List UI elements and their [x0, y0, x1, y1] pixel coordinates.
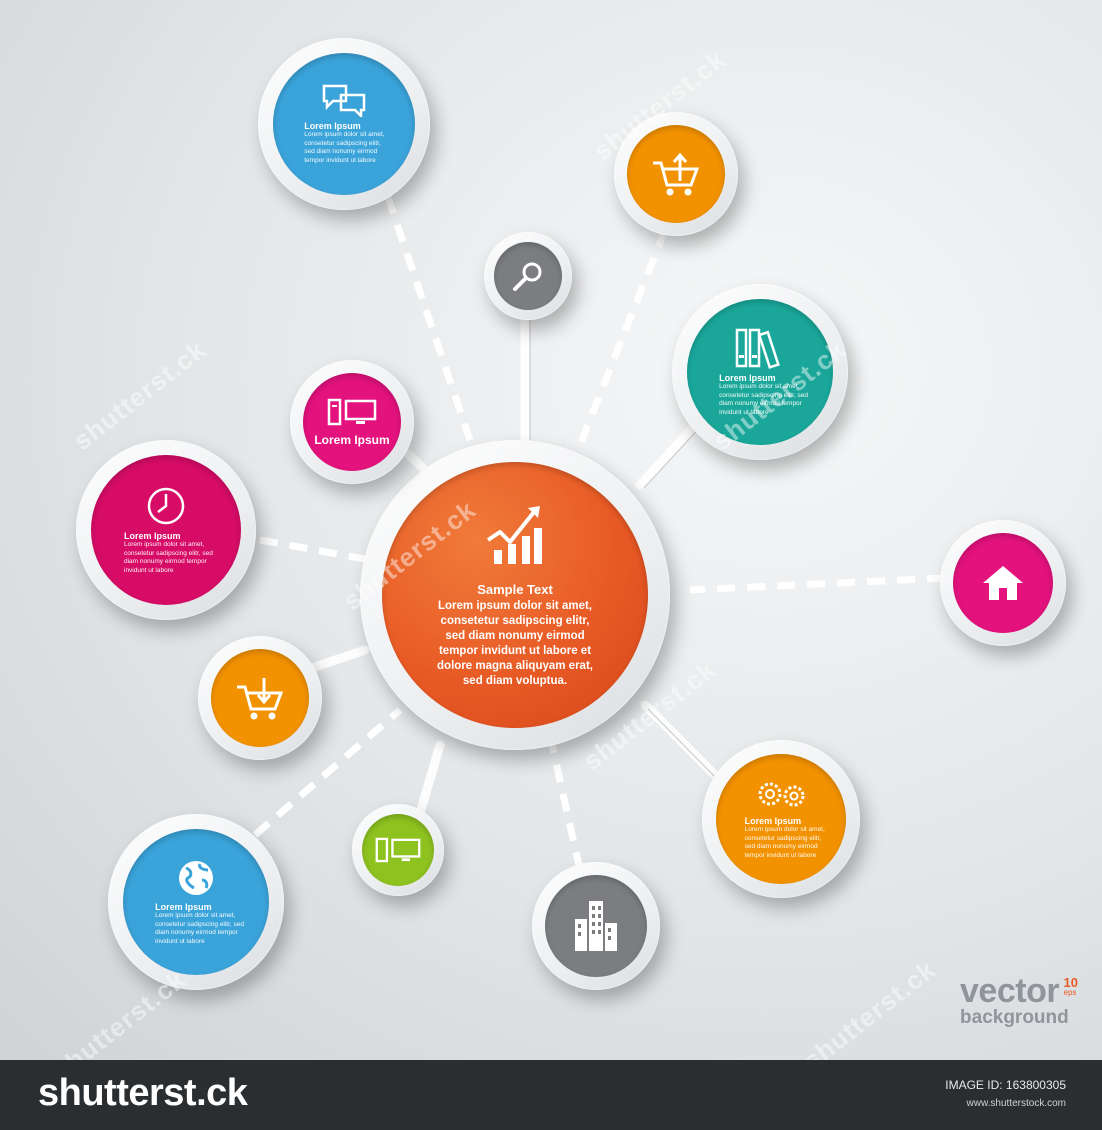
footer-image-id: IMAGE ID: 163800305	[945, 1078, 1066, 1092]
center-hub[interactable]: Sample Text Lorem ipsum dolor sit amet, …	[360, 440, 670, 750]
node-globe-fill: Lorem Ipsum Lorem ipsum dolor sit amet, …	[123, 829, 269, 975]
node-clock-body: Lorem ipsum dolor sit amet, consetetur s…	[124, 541, 213, 574]
node-cart-up[interactable]	[614, 112, 738, 236]
node-folders-body: Lorem ipsum dolor sit amet, consetetur s…	[719, 383, 808, 416]
center-body: Lorem ipsum dolor sit amet, consetetur s…	[437, 599, 593, 687]
node-search[interactable]	[484, 232, 572, 320]
node-building-fill	[545, 875, 647, 977]
desktop-computer-icon	[375, 837, 421, 863]
connector-folders	[635, 415, 705, 490]
connector-gears	[640, 700, 725, 785]
infographic-canvas: Sample Text Lorem ipsum dolor sit amet, …	[0, 0, 1102, 1060]
dash-clock	[259, 536, 371, 564]
node-home[interactable]	[940, 520, 1066, 646]
node-gears-body: Lorem ipsum dolor sit amet, consetetur s…	[744, 826, 825, 859]
magnifier-icon	[513, 262, 542, 291]
vector-word: vector	[960, 972, 1060, 1010]
vector-sub: background	[960, 1007, 1069, 1028]
vector-badge: vector 10 eps background	[960, 972, 1078, 1029]
node-building[interactable]	[532, 862, 660, 990]
node-computer[interactable]: Lorem Ipsum	[290, 360, 414, 484]
node-search-fill	[494, 242, 562, 310]
vector-format: eps	[1063, 988, 1077, 997]
node-folders-fill: Lorem Ipsum Lorem ipsum dolor sit amet, …	[687, 299, 833, 445]
center-fill: Sample Text Lorem ipsum dolor sit amet, …	[382, 462, 648, 728]
node-gears[interactable]: Lorem Ipsum Lorem ipsum dolor sit amet, …	[702, 740, 860, 898]
dash-cart-up	[576, 228, 669, 447]
shopping-cart-up-icon	[653, 152, 700, 196]
node-folders-title: Lorem Ipsum	[719, 373, 776, 383]
vector-version: 10	[1063, 975, 1078, 990]
node-chat-title: Lorem Ipsum	[304, 121, 361, 131]
footer-site[interactable]: www.shutterstock.com	[966, 1098, 1066, 1109]
node-gears-title: Lorem Ipsum	[744, 816, 802, 826]
footer-logo[interactable]: shutterst.ck	[38, 1072, 248, 1114]
node-globe-title: Lorem Ipsum	[155, 902, 212, 912]
house-icon	[983, 566, 1023, 600]
node-globe-body: Lorem ipsum dolor sit amet, consetetur s…	[155, 912, 244, 945]
node-clock-title: Lorem Ipsum	[124, 531, 181, 541]
desktop-computer-icon	[327, 398, 377, 426]
node-computer-label: Lorem Ipsum	[314, 433, 390, 447]
node-chat[interactable]: Lorem Ipsum Lorem ipsum dolor sit amet, …	[258, 38, 430, 210]
node-cart-up-fill	[627, 125, 725, 223]
node-clock[interactable]: Lorem Ipsum Lorem ipsum dolor sit amet, …	[76, 440, 256, 620]
node-pc-green-fill	[362, 814, 434, 886]
dash-home	[689, 574, 946, 594]
globe-icon	[179, 861, 213, 895]
node-chat-fill: Lorem Ipsum Lorem ipsum dolor sit amet, …	[273, 53, 415, 195]
gears-icon	[758, 782, 805, 807]
center-title: Sample Text	[477, 581, 553, 597]
footer-bar: shutterst.ck IMAGE ID: 163800305 www.shu…	[0, 1060, 1102, 1130]
dash-chat	[374, 166, 474, 442]
growth-chart-icon	[486, 505, 542, 564]
dash-building	[548, 744, 584, 871]
node-computer-fill: Lorem Ipsum	[303, 373, 401, 471]
node-globe[interactable]: Lorem Ipsum Lorem ipsum dolor sit amet, …	[108, 814, 284, 990]
node-cart-down[interactable]	[198, 636, 322, 760]
connector-lines	[252, 166, 946, 871]
shopping-cart-down-icon	[237, 678, 284, 720]
node-chat-body: Lorem ipsum dolor sit amet, consetetur s…	[304, 131, 385, 164]
office-building-icon	[575, 901, 617, 951]
node-folders[interactable]: Lorem Ipsum Lorem ipsum dolor sit amet, …	[672, 284, 848, 460]
node-home-fill	[953, 533, 1053, 633]
node-gears-fill: Lorem Ipsum Lorem ipsum dolor sit amet, …	[716, 754, 846, 884]
binders-icon	[735, 328, 780, 369]
clock-icon	[147, 487, 185, 525]
node-clock-fill: Lorem Ipsum Lorem ipsum dolor sit amet, …	[91, 455, 241, 605]
chat-bubbles-icon	[322, 84, 366, 117]
connector-pc-green	[413, 740, 445, 825]
node-cart-down-fill	[211, 649, 309, 747]
dash-globe	[252, 707, 403, 838]
node-pc-green[interactable]	[352, 804, 444, 896]
